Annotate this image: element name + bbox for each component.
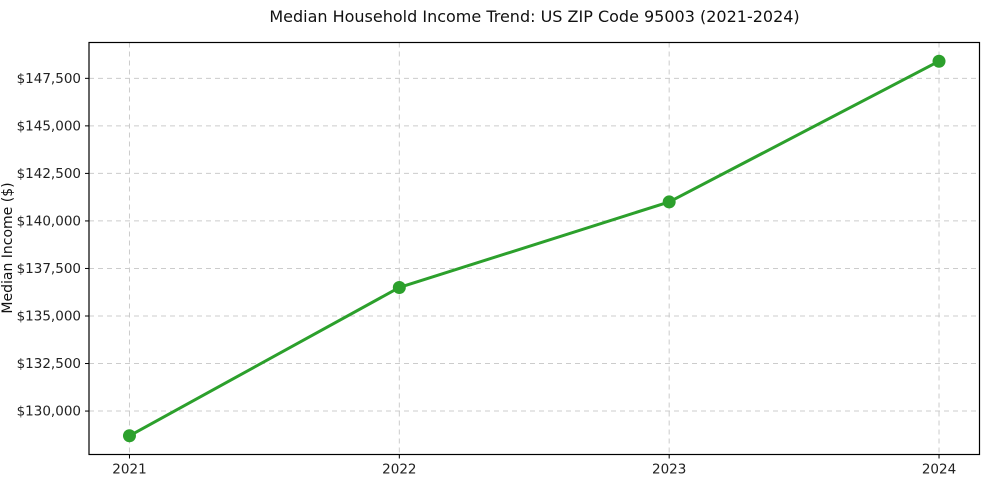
x-tick-label: 2024 <box>922 462 956 478</box>
income-trend-line <box>127 59 941 438</box>
y-tick-label: $130,000 <box>17 404 81 420</box>
y-tick-label: $147,500 <box>17 71 81 87</box>
y-tick-label: $140,000 <box>17 214 81 230</box>
data-point-2022 <box>392 280 406 294</box>
chart-title: Median Household Income Trend: US ZIP Co… <box>269 7 800 26</box>
x-tick-label: 2023 <box>652 462 686 478</box>
x-tick-label: 2022 <box>382 462 416 478</box>
axes-background <box>89 42 980 455</box>
y-tick-label: $142,500 <box>17 166 81 182</box>
y-tick-label: $135,000 <box>17 309 81 325</box>
data-point-2023 <box>662 195 676 209</box>
axes-spines <box>88 41 981 456</box>
y-tick-label: $132,500 <box>17 356 81 372</box>
y-tick-label: $137,500 <box>17 261 81 277</box>
x-tick-label: 2021 <box>112 462 146 478</box>
y-tick-label: $145,000 <box>17 118 81 134</box>
data-point-2021 <box>122 429 136 443</box>
data-point-2024 <box>932 54 946 68</box>
